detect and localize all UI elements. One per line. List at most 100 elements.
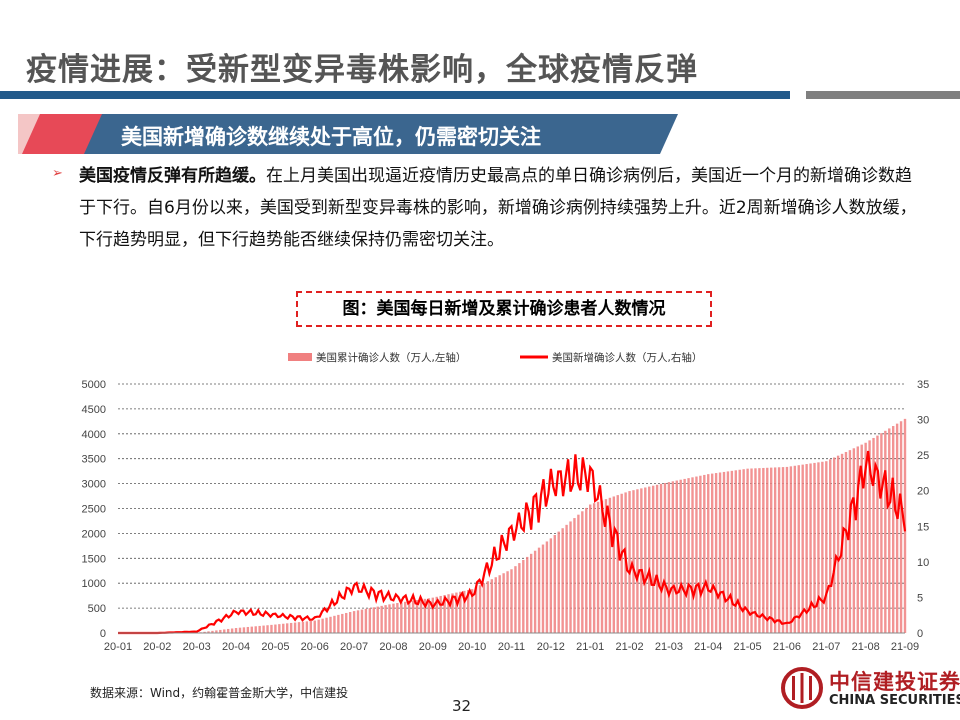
bar-cumulative <box>876 435 879 633</box>
legend-swatch-cumulative <box>288 353 312 361</box>
y-right-tick-label: 5 <box>917 592 923 604</box>
bar-cumulative <box>836 455 840 633</box>
y-left-tick-label: 2500 <box>82 504 106 516</box>
logo-text-cn: 中信建投证券 <box>829 670 960 694</box>
x-tick-label: 21-03 <box>655 641 683 653</box>
bar-cumulative <box>541 544 545 633</box>
bar-cumulative <box>348 612 352 633</box>
bar-cumulative <box>742 469 745 633</box>
bar-cumulative <box>628 491 631 633</box>
bar-cumulative <box>463 590 466 633</box>
bar-cumulative <box>675 480 678 633</box>
y-left-tick-label: 4000 <box>82 429 106 441</box>
bar-cumulative <box>813 462 816 633</box>
bar-cumulative <box>659 483 663 633</box>
bar-cumulative <box>809 463 812 633</box>
bar-cumulative <box>529 553 533 633</box>
bar-cumulative <box>856 446 859 633</box>
bar-cumulative <box>226 628 230 633</box>
bar-cumulative <box>447 594 450 633</box>
bar-cumulative <box>655 484 659 633</box>
x-tick-label: 21-06 <box>773 641 801 653</box>
bar-cumulative <box>569 521 572 633</box>
bar-cumulative <box>431 597 434 633</box>
bar-cumulative <box>699 475 702 633</box>
bar-cumulative <box>376 606 379 633</box>
bar-cumulative <box>400 602 403 633</box>
legend-label-daily: 美国新增确诊人数（万人,右轴） <box>552 351 702 364</box>
bar-cumulative <box>852 448 856 633</box>
bar-cumulative <box>640 488 643 633</box>
bar-cumulative <box>506 571 509 633</box>
x-tick-label: 20-07 <box>340 641 368 653</box>
y-left-tick-label: 500 <box>88 603 106 615</box>
y-left-tick-label: 5000 <box>82 379 106 391</box>
page-number: 32 <box>452 697 472 715</box>
bar-cumulative <box>286 623 289 633</box>
bar-cumulative <box>321 618 324 633</box>
y-right-tick-label: 20 <box>917 486 929 498</box>
bar-cumulative <box>490 579 494 633</box>
bar-cumulative <box>620 493 623 633</box>
bar-cumulative <box>360 609 364 633</box>
bar-cumulative <box>325 617 328 633</box>
bar-cumulative <box>419 599 423 633</box>
banner-text: 美国新增确诊数继续处于高位，仍需密切关注 <box>121 125 541 149</box>
bar-cumulative <box>888 428 891 633</box>
bar-cumulative <box>498 575 501 633</box>
bar-cumulative <box>821 461 824 633</box>
bar-cumulative <box>510 569 513 633</box>
bar-cumulative <box>616 495 619 633</box>
x-tick-label: 21-04 <box>694 641 722 653</box>
bar-cumulative <box>722 471 726 633</box>
bar-cumulative <box>411 600 415 633</box>
bar-cumulative <box>274 624 277 633</box>
bar-cumulative <box>667 482 671 633</box>
bar-cumulative <box>502 573 505 633</box>
bar-cumulative <box>585 507 588 633</box>
bar-cumulative <box>832 457 836 633</box>
y-left-tick-label: 2000 <box>82 528 106 540</box>
bar-cumulative <box>380 605 383 633</box>
summary-lead: 美国疫情反弹有所趋缓。 <box>79 166 266 186</box>
y-right-tick-label: 0 <box>917 628 923 640</box>
x-tick-label: 20-10 <box>458 641 486 653</box>
bar-cumulative <box>282 623 285 633</box>
y-right-tick-label: 35 <box>917 379 929 391</box>
bar-cumulative <box>345 612 348 633</box>
bar-cumulative <box>305 621 309 633</box>
bar-cumulative <box>600 500 604 633</box>
bar-cumulative <box>364 608 368 633</box>
bar-cumulative <box>738 469 741 633</box>
bar-cumulative <box>895 423 899 633</box>
bar-cumulative <box>805 464 808 633</box>
bar-cumulative <box>726 471 730 633</box>
bar-cumulative <box>880 433 883 633</box>
bar-cumulative <box>573 518 576 633</box>
y-right-tick-label: 15 <box>917 521 929 533</box>
bar-cumulative <box>427 598 431 633</box>
bar-cumulative <box>230 628 234 633</box>
bar-cumulative <box>565 524 568 633</box>
y-left-tick-label: 1500 <box>82 553 106 565</box>
bar-cumulative <box>695 476 698 633</box>
x-tick-label: 20-11 <box>498 641 525 653</box>
bar-cumulative <box>785 466 789 633</box>
bar-cumulative <box>829 459 832 633</box>
section-banner: 美国新增确诊数继续处于高位，仍需密切关注 <box>18 114 678 154</box>
bar-cumulative <box>404 601 407 633</box>
bar-cumulative <box>770 467 773 633</box>
bar-cumulative <box>644 487 647 633</box>
bar-cumulative <box>388 604 391 633</box>
bar-cumulative <box>470 589 474 633</box>
bar-cumulative <box>860 444 863 633</box>
x-tick-label: 20-05 <box>261 641 289 653</box>
logo-mark-icon <box>781 667 823 709</box>
bar-cumulative <box>478 585 482 633</box>
bar-cumulative <box>522 559 525 633</box>
x-tick-label: 20-09 <box>419 641 447 653</box>
bar-cumulative <box>293 622 297 633</box>
bar-cumulative <box>258 625 261 633</box>
bar-cumulative <box>703 474 706 633</box>
bar-cumulative <box>596 501 600 633</box>
